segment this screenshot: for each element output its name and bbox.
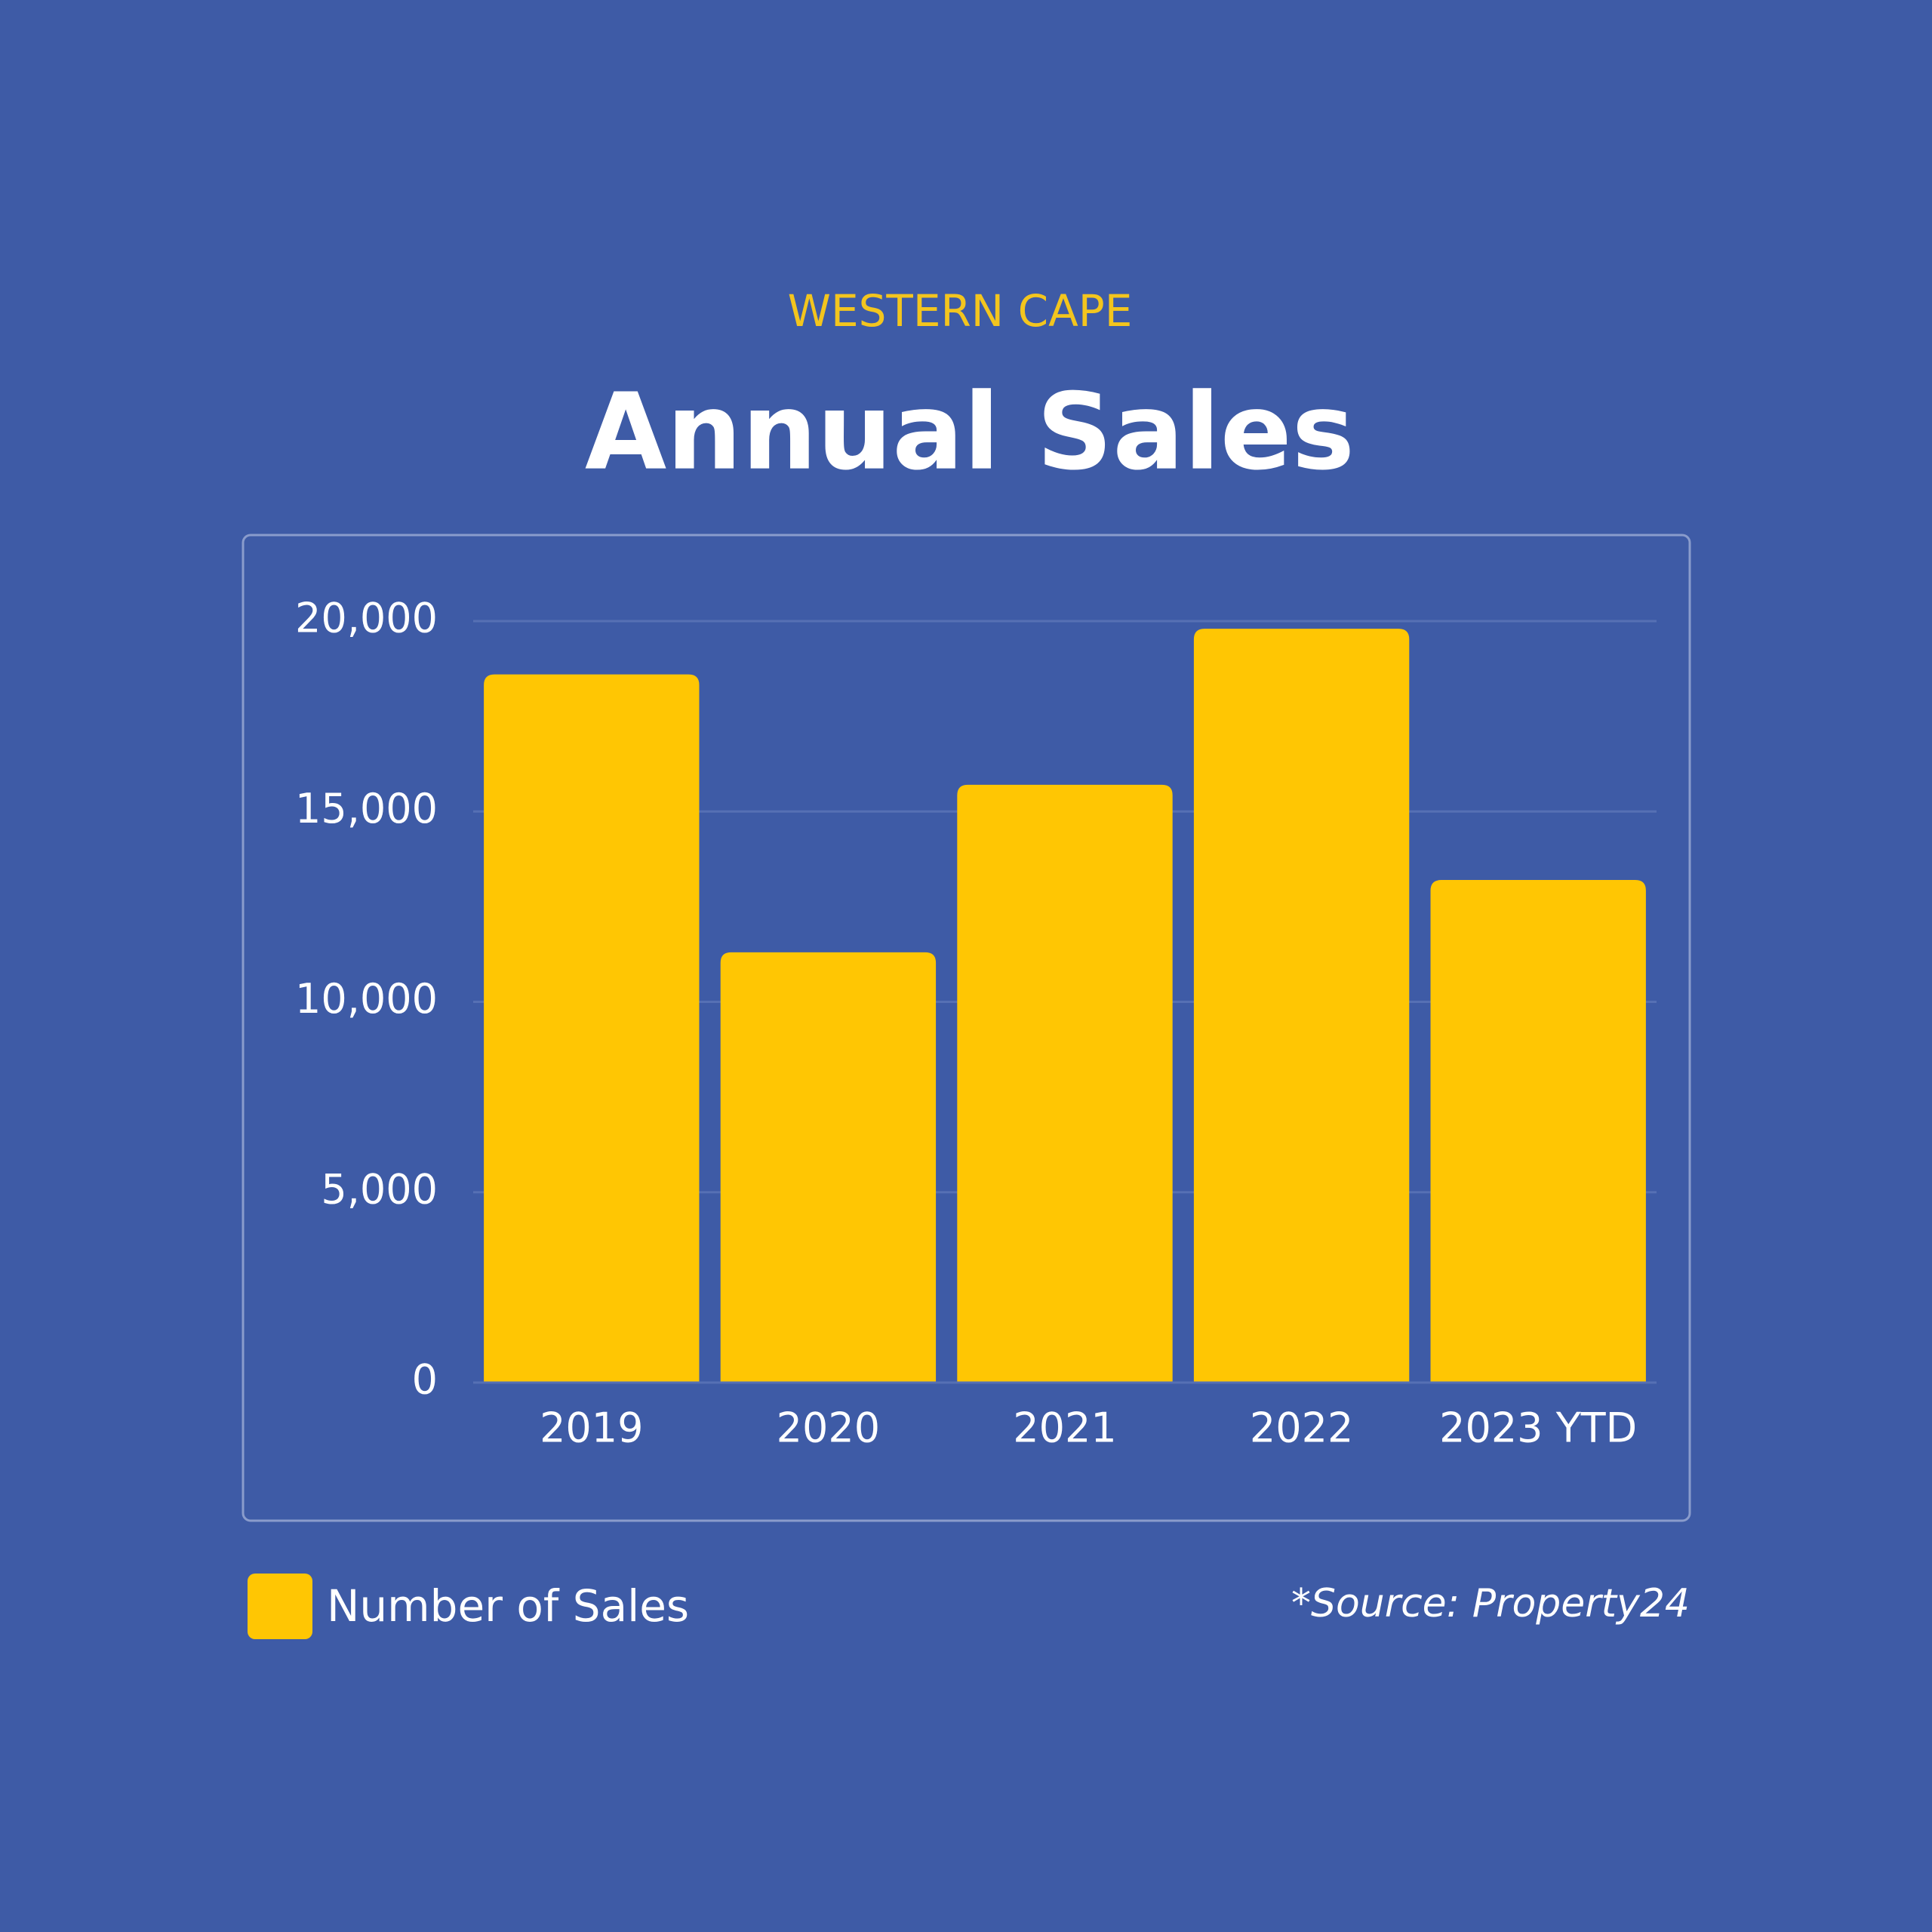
chart-subtitle: WESTERN CAPE [788,285,1133,337]
bar [1193,629,1410,1383]
x-tick-label: 2023 YTD [1439,1404,1637,1452]
y-tick-label: 0 [412,1356,438,1404]
y-tick-label: 20,000 [295,595,438,642]
legend-swatch [248,1574,312,1639]
chart-title: Annual Sales [585,371,1355,494]
y-tick-label: 15,000 [295,785,438,832]
bar [957,784,1173,1383]
x-tick-label: 2022 [1250,1404,1353,1452]
x-tick-label: 2019 [540,1404,643,1452]
x-tick-label: 2021 [1013,1404,1116,1452]
source-note: *Source: Property24 [1291,1581,1690,1626]
plot-frame [242,534,1691,1522]
y-tick-label: 10,000 [295,975,438,1023]
bar [1430,880,1646,1383]
y-tick-label: 5,000 [321,1165,438,1213]
x-tick-label: 2020 [777,1404,880,1452]
bar [720,952,937,1383]
bar [484,674,700,1383]
legend-label: Number of Sales [327,1580,689,1632]
